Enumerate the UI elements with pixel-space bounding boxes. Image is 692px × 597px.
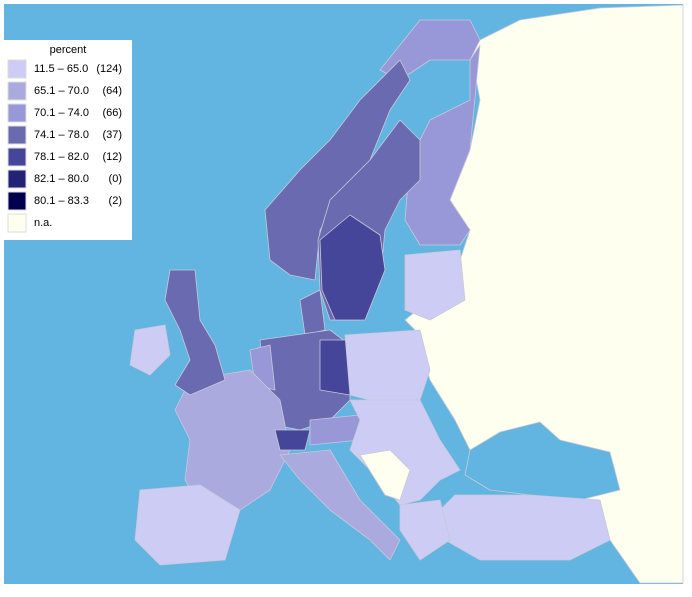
region-greece [399, 499, 451, 561]
legend-label: 74.1 – 78.0 [34, 129, 89, 141]
legend-label: 78.1 – 82.0 [34, 151, 89, 163]
region-turkey [439, 494, 611, 561]
legend-title: percent [50, 44, 87, 56]
region-denmark [299, 289, 326, 336]
legend-swatch [7, 169, 27, 189]
legend-label: 82.1 – 80.0 [34, 173, 89, 185]
legend-swatch [7, 81, 27, 101]
region-central-east [349, 399, 461, 506]
region-switzerland [274, 429, 311, 451]
legend-label: 65.1 – 70.0 [34, 85, 89, 97]
legend-count: (12) [102, 151, 122, 163]
region-norway [264, 59, 411, 281]
legend-swatch [7, 125, 27, 145]
legend-count: (37) [102, 129, 122, 141]
region-south-sweden [319, 214, 386, 321]
region-italy [279, 449, 401, 561]
legend-count: (124) [96, 63, 122, 75]
legend-swatch [7, 147, 27, 167]
region-finland [404, 44, 481, 246]
region-iberia [134, 484, 241, 566]
region-great-britain [164, 269, 226, 396]
legend-label: 80.1 – 83.3 [34, 195, 89, 207]
legend-count: (2) [109, 195, 122, 207]
legend-count: (64) [102, 85, 122, 97]
region-east-germany [319, 339, 351, 396]
legend-swatch [7, 59, 27, 79]
region-poland [344, 329, 431, 401]
legend-swatch [7, 191, 27, 211]
legend-swatch [7, 213, 27, 233]
region-na-balkans [359, 449, 411, 501]
black-sea [464, 421, 621, 501]
legend-label: n.a. [34, 217, 52, 229]
legend-count: (66) [102, 107, 122, 119]
legend-label: 11.5 – 65.0 [34, 63, 88, 75]
region-austria [309, 414, 361, 446]
legend-label: 70.1 – 74.0 [34, 107, 89, 119]
legend-swatch [7, 103, 27, 123]
regions [129, 4, 684, 584]
legend-count: (0) [109, 173, 122, 185]
region-baltics [404, 249, 466, 321]
region-ireland [129, 324, 171, 376]
legend: percent 11.5 – 65.0 (124) 65.1 – 70.0 (64) 7… [4, 40, 132, 240]
